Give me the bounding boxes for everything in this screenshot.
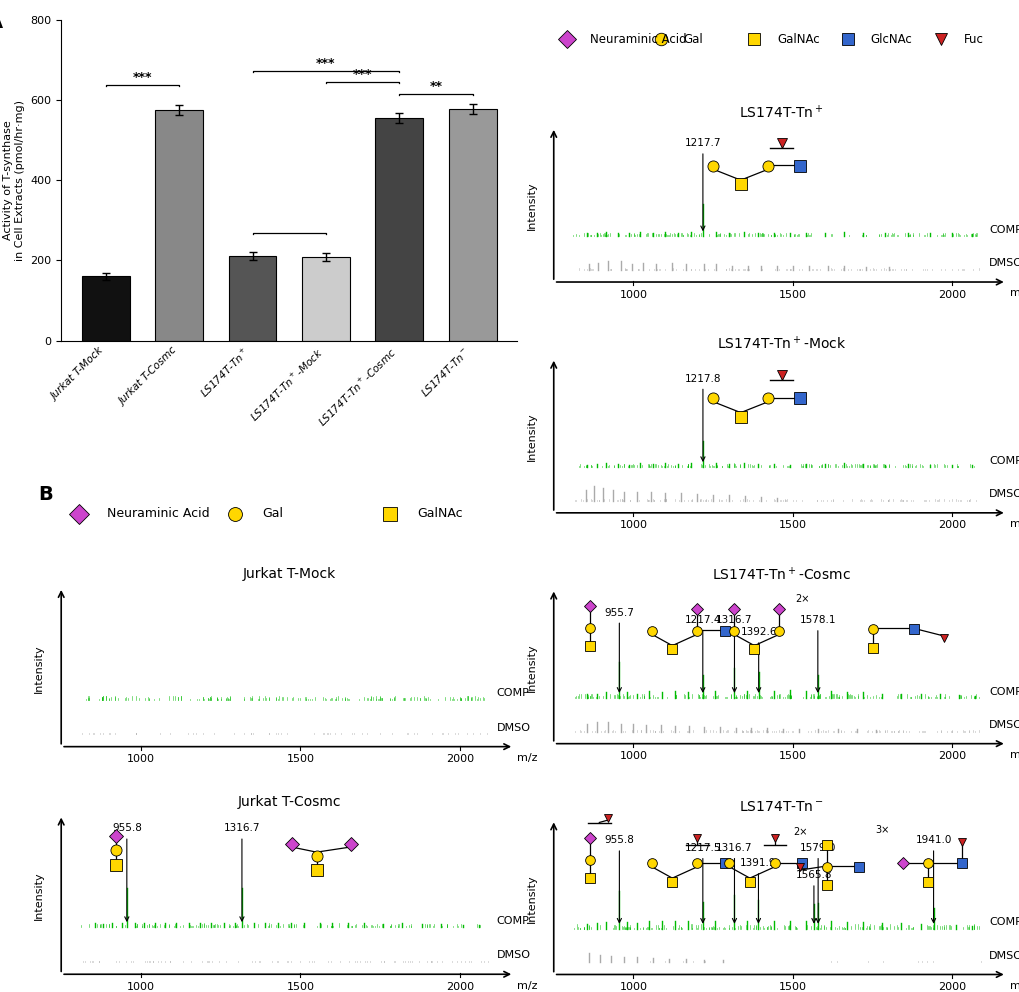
Text: B: B <box>39 485 53 504</box>
Text: 1217.5: 1217.5 <box>684 843 720 923</box>
Text: COMP: COMP <box>988 918 1019 928</box>
Text: 3×: 3× <box>874 825 889 835</box>
Text: 1000: 1000 <box>619 751 647 761</box>
Text: 1391.9: 1391.9 <box>740 858 775 923</box>
Text: 1000: 1000 <box>126 982 155 992</box>
Text: GlcNAc: GlcNAc <box>870 33 912 46</box>
Bar <box>228 256 276 340</box>
Bar <box>375 118 423 340</box>
Text: 1392.6: 1392.6 <box>740 627 776 691</box>
Bar <box>448 109 496 340</box>
Text: 1941.0: 1941.0 <box>914 835 951 923</box>
Text: A: A <box>0 14 3 33</box>
Text: m/z: m/z <box>1009 288 1019 298</box>
Text: COMP: COMP <box>988 686 1019 696</box>
Text: Fuc: Fuc <box>963 33 983 46</box>
Text: 1316.7: 1316.7 <box>715 843 752 923</box>
Text: 1217.8: 1217.8 <box>684 374 720 461</box>
Text: ***: *** <box>353 67 372 80</box>
Text: 1579.0: 1579.0 <box>799 843 836 923</box>
Text: DMSO: DMSO <box>988 950 1019 961</box>
Text: 1578.1: 1578.1 <box>799 615 836 691</box>
Text: 1565.8: 1565.8 <box>795 870 832 923</box>
Text: COMP: COMP <box>988 455 1019 465</box>
Text: 2000: 2000 <box>937 751 966 761</box>
Title: LS174T-Tn$^+$-Mock: LS174T-Tn$^+$-Mock <box>716 335 846 352</box>
Text: DMSO: DMSO <box>496 950 530 960</box>
Text: Gal: Gal <box>683 33 703 46</box>
Text: 955.7: 955.7 <box>604 607 634 691</box>
Text: 2000: 2000 <box>445 755 474 765</box>
Text: 1500: 1500 <box>779 290 806 300</box>
Title: LS174T-Tn$^-$: LS174T-Tn$^-$ <box>739 800 823 813</box>
Text: 955.8: 955.8 <box>112 823 142 921</box>
Text: COMP: COMP <box>496 916 529 926</box>
Text: 1000: 1000 <box>619 982 647 992</box>
Text: COMP: COMP <box>988 225 1019 235</box>
Text: Intensity: Intensity <box>526 644 536 692</box>
Text: 955.8: 955.8 <box>604 835 634 923</box>
Text: 1500: 1500 <box>779 521 806 531</box>
Text: m/z: m/z <box>517 753 537 763</box>
Text: 1316.7: 1316.7 <box>223 823 260 921</box>
Text: 1000: 1000 <box>619 521 647 531</box>
Text: **: ** <box>429 79 442 93</box>
Title: LS174T-Tn$^+$: LS174T-Tn$^+$ <box>739 104 823 121</box>
Text: Neuraminic Acid: Neuraminic Acid <box>590 33 686 46</box>
Text: 1000: 1000 <box>126 755 155 765</box>
Text: Intensity: Intensity <box>526 182 536 230</box>
Text: 1000: 1000 <box>619 290 647 300</box>
Title: Jurkat T-Mock: Jurkat T-Mock <box>243 567 335 581</box>
Text: 1217.4: 1217.4 <box>684 615 720 691</box>
Text: 1500: 1500 <box>779 982 806 992</box>
Text: ***: *** <box>316 57 335 70</box>
Text: Intensity: Intensity <box>526 874 536 923</box>
Text: 1217.7: 1217.7 <box>684 138 720 230</box>
Text: COMP: COMP <box>496 688 529 698</box>
Text: m/z: m/z <box>517 980 537 991</box>
Text: 1500: 1500 <box>779 751 806 761</box>
Bar <box>82 277 129 340</box>
Text: 2000: 2000 <box>445 982 474 992</box>
Text: DMSO: DMSO <box>988 489 1019 499</box>
Bar <box>302 257 350 340</box>
Text: Intensity: Intensity <box>34 644 44 692</box>
Text: 1500: 1500 <box>286 755 314 765</box>
Text: 2000: 2000 <box>937 521 966 531</box>
Text: DMSO: DMSO <box>988 720 1019 730</box>
Text: m/z: m/z <box>1009 750 1019 760</box>
Text: 1500: 1500 <box>286 982 314 992</box>
Text: 1316.7: 1316.7 <box>715 615 752 691</box>
Text: m/z: m/z <box>1009 519 1019 529</box>
Text: DMSO: DMSO <box>496 722 530 732</box>
Text: 2000: 2000 <box>937 982 966 992</box>
Text: 2×: 2× <box>795 594 809 604</box>
Text: Intensity: Intensity <box>526 413 536 461</box>
Text: GalNAc: GalNAc <box>417 508 462 521</box>
Text: ***: *** <box>132 70 152 83</box>
Text: Gal: Gal <box>262 508 282 521</box>
Text: GalNAc: GalNAc <box>776 33 819 46</box>
Text: 2000: 2000 <box>937 290 966 300</box>
Title: Jurkat T-Cosmc: Jurkat T-Cosmc <box>237 795 340 808</box>
Text: Intensity: Intensity <box>34 872 44 921</box>
Y-axis label: Activity of T-synthase
in Cell Extracts (pmol/hr·mg): Activity of T-synthase in Cell Extracts … <box>3 100 24 261</box>
Title: LS174T-Tn$^+$-Cosmc: LS174T-Tn$^+$-Cosmc <box>711 565 851 583</box>
Text: Neuraminic Acid: Neuraminic Acid <box>107 508 209 521</box>
Text: DMSO: DMSO <box>988 258 1019 269</box>
Bar <box>155 110 203 340</box>
Text: 2×: 2× <box>793 826 807 836</box>
Text: m/z: m/z <box>1009 980 1019 991</box>
